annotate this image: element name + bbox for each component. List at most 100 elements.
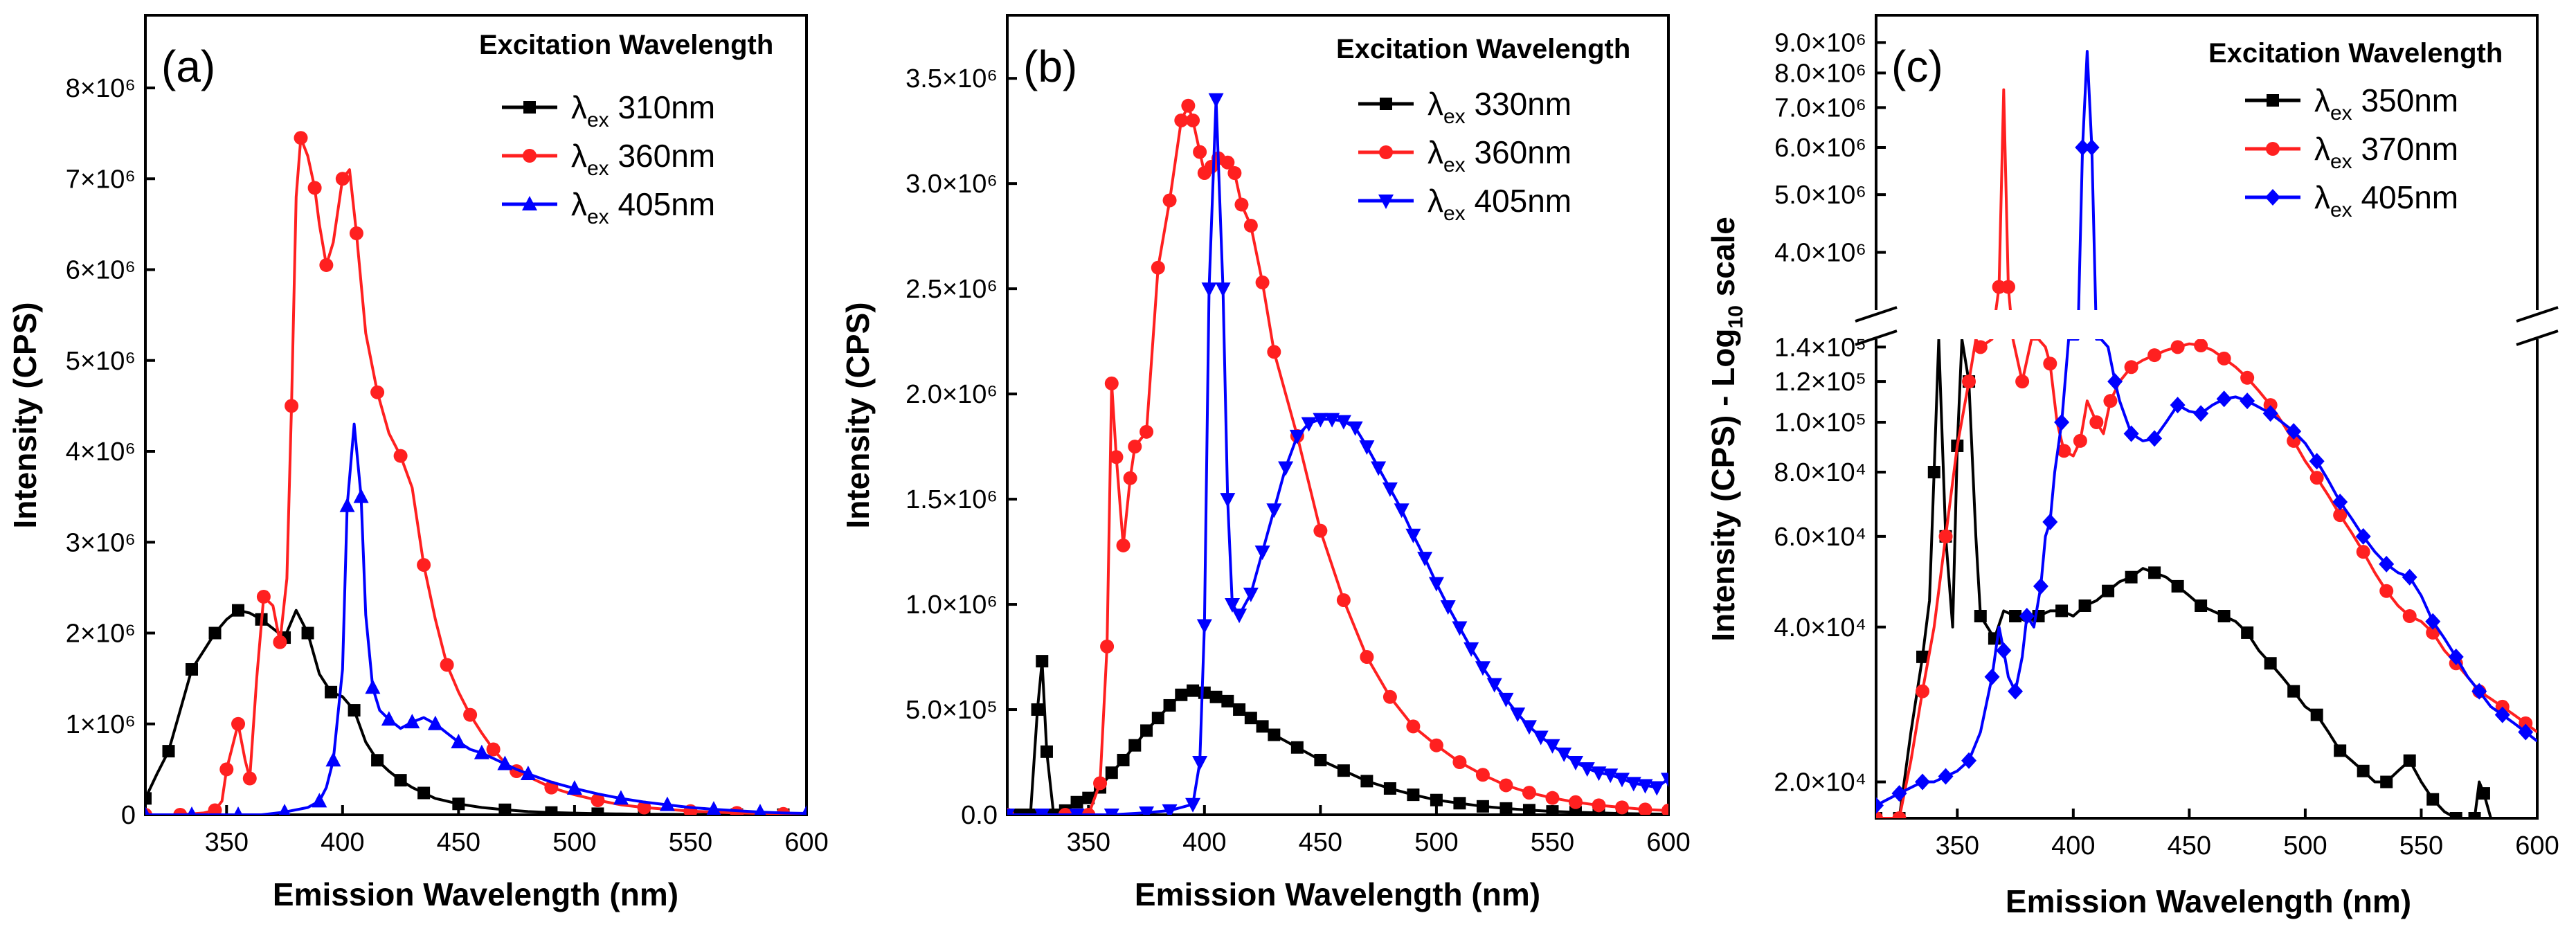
panel-b-label: (b)	[1023, 42, 1077, 91]
data-point	[2054, 413, 2070, 431]
data-point	[2033, 577, 2048, 595]
legend-sub: ex	[1443, 105, 1466, 128]
legend-marker-0	[2267, 94, 2279, 107]
data-point	[1266, 503, 1282, 518]
data-point	[1181, 98, 1196, 113]
data-point	[1255, 276, 1270, 290]
data-point	[1383, 782, 1396, 795]
y-tick-label: 1.4×10⁵	[1774, 333, 1866, 362]
data-point	[2107, 373, 2123, 390]
x-tick-label: 550	[669, 828, 712, 857]
data-point	[2356, 545, 2370, 559]
series-line	[145, 422, 807, 815]
series-370nm	[1876, 339, 2537, 818]
data-point	[1162, 804, 1178, 815]
data-point	[381, 711, 397, 726]
data-point	[173, 808, 188, 815]
data-point	[520, 765, 536, 780]
data-point	[2379, 584, 2394, 598]
legend-wavelength: 370nm	[2352, 131, 2458, 167]
data-point	[335, 172, 350, 186]
data-point	[312, 793, 327, 808]
data-point	[1428, 577, 1444, 592]
y-tick-label: 4×10⁶	[66, 438, 136, 467]
x-tick-label: 350	[1067, 828, 1110, 857]
data-point	[2075, 138, 2091, 156]
data-point	[1070, 795, 1083, 809]
data-point	[2241, 626, 2254, 639]
data-point	[2477, 787, 2490, 800]
legend-label-1: λex 360nm	[571, 138, 715, 180]
data-point	[1193, 145, 1207, 159]
data-point	[1040, 745, 1053, 758]
data-point	[417, 786, 431, 800]
series-405nm	[1876, 339, 2537, 814]
data-point	[486, 742, 501, 757]
panel-b-frame	[1006, 14, 1670, 816]
data-point	[1031, 703, 1044, 716]
data-point	[2494, 706, 2510, 723]
data-point	[2402, 609, 2417, 624]
data-point	[1104, 376, 1119, 390]
data-point	[2403, 754, 2416, 767]
data-point	[2217, 351, 2231, 366]
data-point	[1268, 728, 1281, 741]
y-tick-label: 3×10⁶	[66, 528, 136, 557]
data-point	[186, 663, 199, 676]
data-point	[2015, 375, 2030, 389]
data-point	[1215, 282, 1231, 298]
data-point	[1661, 773, 1668, 788]
y-tick-label: 9.0×10⁶	[1774, 28, 1866, 57]
data-point	[2262, 405, 2278, 422]
data-point	[1123, 471, 1137, 485]
data-point	[393, 449, 408, 463]
y-tick-label: 6×10⁶	[66, 256, 136, 285]
x-tick-label: 600	[784, 828, 828, 857]
y-tick-label: 0.0	[961, 801, 998, 830]
data-point	[1185, 797, 1201, 813]
legend-label-0: λex 310nm	[571, 89, 715, 132]
y-tick-label: 1.5×10⁶	[906, 485, 998, 514]
data-point	[1510, 707, 1526, 723]
y-tick-label: 7×10⁶	[66, 165, 136, 194]
y-tick-label: 0	[121, 801, 136, 830]
y-tick-label: 2.0×10⁶	[906, 380, 998, 409]
legend-sub: ex	[2330, 150, 2352, 173]
data-point	[2216, 390, 2232, 408]
data-point	[1661, 803, 1668, 815]
panel-c: (c) Emission Wavelength (nm) Intensity (…	[1705, 14, 2559, 919]
series-405nm	[1007, 93, 1668, 815]
legend-lambda: λ	[2314, 179, 2330, 215]
data-point	[2194, 339, 2208, 353]
data-point	[706, 801, 721, 815]
data-point	[162, 745, 175, 758]
legend-marker-0	[1380, 98, 1392, 110]
data-point	[1938, 529, 1953, 543]
data-point	[1187, 684, 1200, 697]
data-point	[2103, 394, 2118, 408]
data-point	[1452, 621, 1468, 636]
data-point	[1278, 461, 1294, 476]
data-point	[2195, 599, 2208, 612]
data-point	[1314, 753, 1327, 766]
y-tick-label: 1.0×10⁵	[1774, 408, 1866, 438]
panel-c-ylabel-main: Intensity (CPS) - Log	[1705, 328, 1741, 641]
data-point	[278, 804, 291, 815]
data-point	[404, 714, 420, 729]
data-point	[1058, 808, 1072, 815]
data-point	[1475, 661, 1490, 676]
data-point	[1522, 786, 1536, 800]
legend-lambda: λ	[2314, 82, 2330, 118]
data-point	[591, 793, 605, 807]
data-point	[2286, 423, 2302, 440]
data-point	[1313, 413, 1328, 428]
data-point	[1371, 461, 1387, 476]
data-point	[1876, 797, 1884, 814]
data-point	[2332, 494, 2348, 511]
data-point	[1069, 809, 1085, 815]
data-point	[545, 806, 558, 815]
y-tick-label: 4.0×10⁶	[1774, 239, 1866, 268]
data-point	[1984, 668, 2000, 685]
data-point	[285, 399, 299, 413]
